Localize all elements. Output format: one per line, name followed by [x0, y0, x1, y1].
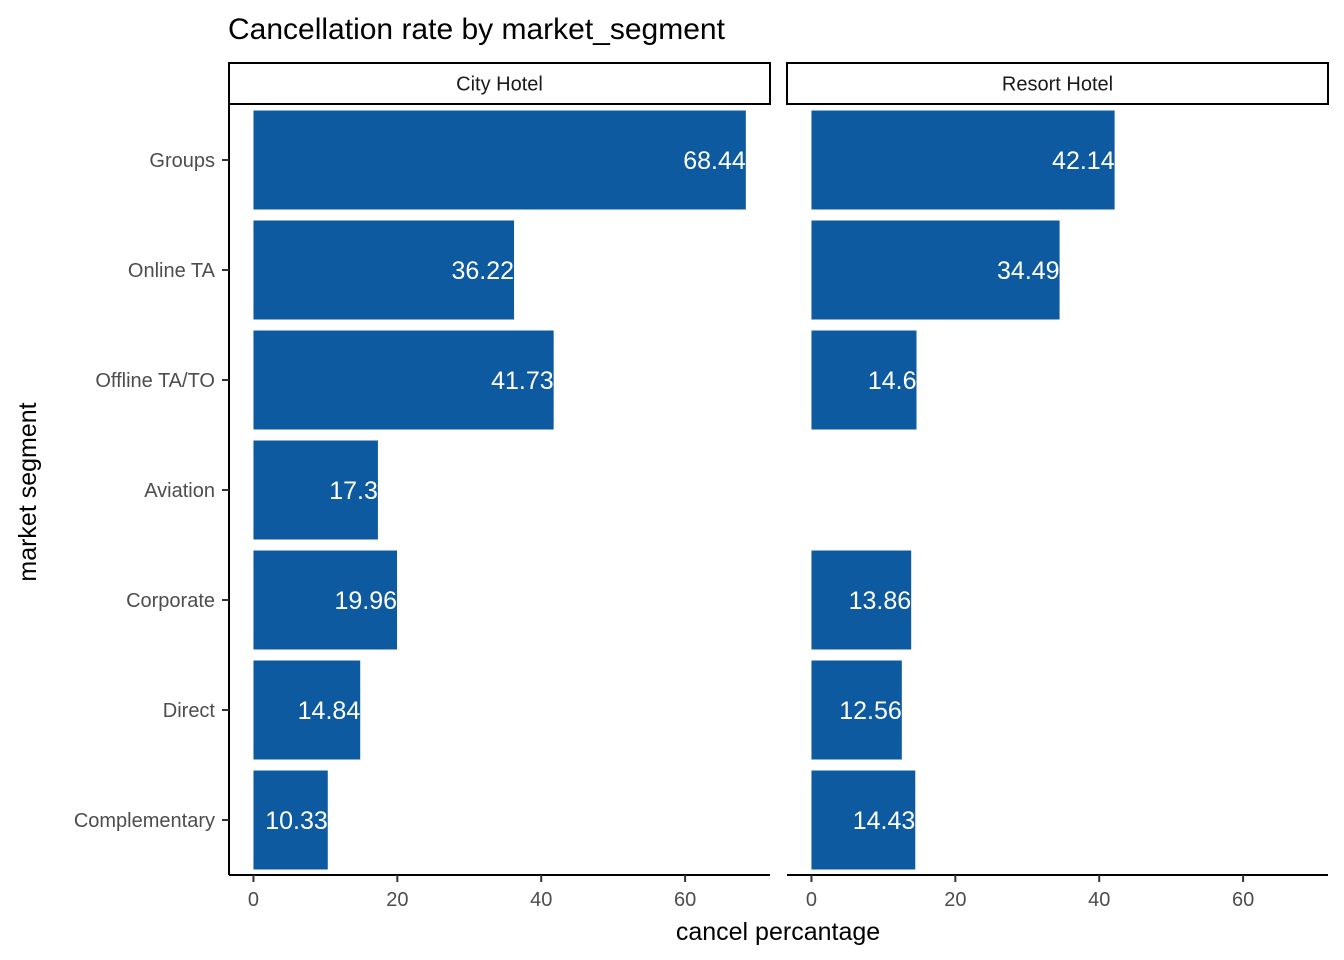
x-tick-label: 20 — [386, 889, 408, 911]
bar-value-label: 14.84 — [298, 697, 361, 725]
bar-value-label: 10.33 — [265, 807, 328, 835]
bar — [253, 440, 378, 540]
bar-value-label: 41.73 — [491, 367, 554, 395]
bar — [811, 330, 917, 430]
bar — [253, 330, 554, 430]
y-tick-label: Aviation — [144, 480, 215, 502]
bar-value-label: 36.22 — [451, 257, 514, 285]
y-tick-label: Complementary — [74, 810, 215, 832]
bar-value-label: 34.49 — [997, 257, 1060, 285]
x-tick-label: 40 — [530, 889, 552, 911]
x-tick-label: 20 — [944, 889, 966, 911]
x-axis-title: cancel percantage — [676, 918, 880, 946]
facet-panel-resort-hotel: Resort Hotel 0 20 40 60 42.14 34.49 14.6 13.86 12… — [786, 62, 1329, 911]
bar — [811, 770, 916, 870]
bar-value-label: 13.86 — [849, 587, 912, 615]
x-tick-label: 40 — [1088, 889, 1110, 911]
bar — [253, 660, 361, 760]
facet-strip — [786, 62, 1329, 105]
x-tick-label: 0 — [806, 889, 817, 911]
bar — [811, 220, 1060, 320]
bar-value-label: 17.3 — [329, 477, 378, 505]
bar-value-label: 42.14 — [1052, 147, 1115, 175]
y-tick-label: Offline TA/TO — [95, 370, 215, 392]
bar-value-label: 19.96 — [334, 587, 397, 615]
y-axis-title: market segment — [14, 402, 42, 581]
bar-value-label: 12.56 — [839, 697, 902, 725]
bar-value-label: 14.43 — [853, 807, 916, 835]
bar-value-label: 14.6 — [868, 367, 917, 395]
facet-strip — [228, 62, 771, 105]
bar — [253, 220, 515, 320]
bar — [253, 550, 398, 650]
plot-layer: Groups Online TA Offline TA/TO Aviation Corp… — [74, 62, 1329, 911]
facet-strip-label: Resort Hotel — [1002, 74, 1113, 96]
y-tick-label: Corporate — [126, 590, 215, 612]
y-tick-label: Groups — [149, 150, 215, 172]
bar — [253, 770, 328, 870]
facet-panel-city-hotel: City Hotel 0 20 40 60 68.44 36.22 41.73 17.3 19.9… — [228, 62, 771, 911]
x-tick-label: 0 — [248, 889, 259, 911]
x-tick-label: 60 — [674, 889, 696, 911]
bar — [253, 110, 746, 210]
bar — [811, 110, 1115, 210]
y-tick-label: Online TA — [128, 260, 216, 282]
x-tick-label: 60 — [1232, 889, 1254, 911]
y-tick-label: Direct — [163, 700, 216, 722]
bar — [811, 550, 912, 650]
chart-title: Cancellation rate by market_segment — [228, 13, 726, 46]
bar — [811, 660, 902, 760]
bar-value-label: 68.44 — [683, 147, 746, 175]
facet-strip-label: City Hotel — [456, 74, 543, 96]
